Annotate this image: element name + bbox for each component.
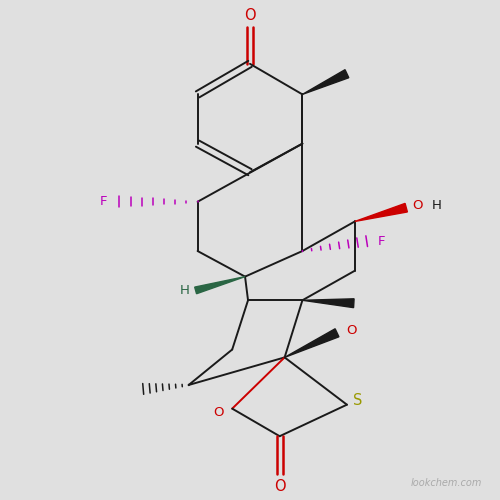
- Polygon shape: [302, 299, 354, 308]
- Text: F: F: [100, 196, 107, 208]
- Polygon shape: [194, 276, 245, 293]
- Text: O: O: [412, 198, 422, 211]
- Text: H: H: [180, 284, 190, 297]
- Text: O: O: [274, 478, 285, 494]
- Text: O: O: [213, 406, 224, 419]
- Polygon shape: [284, 329, 339, 358]
- Text: S: S: [353, 393, 362, 408]
- Text: F: F: [378, 234, 385, 248]
- Text: H: H: [432, 198, 442, 211]
- Polygon shape: [302, 70, 349, 94]
- Text: O: O: [346, 324, 356, 337]
- Polygon shape: [355, 204, 408, 222]
- Text: O: O: [244, 8, 256, 24]
- Text: lookchem.com: lookchem.com: [411, 478, 482, 488]
